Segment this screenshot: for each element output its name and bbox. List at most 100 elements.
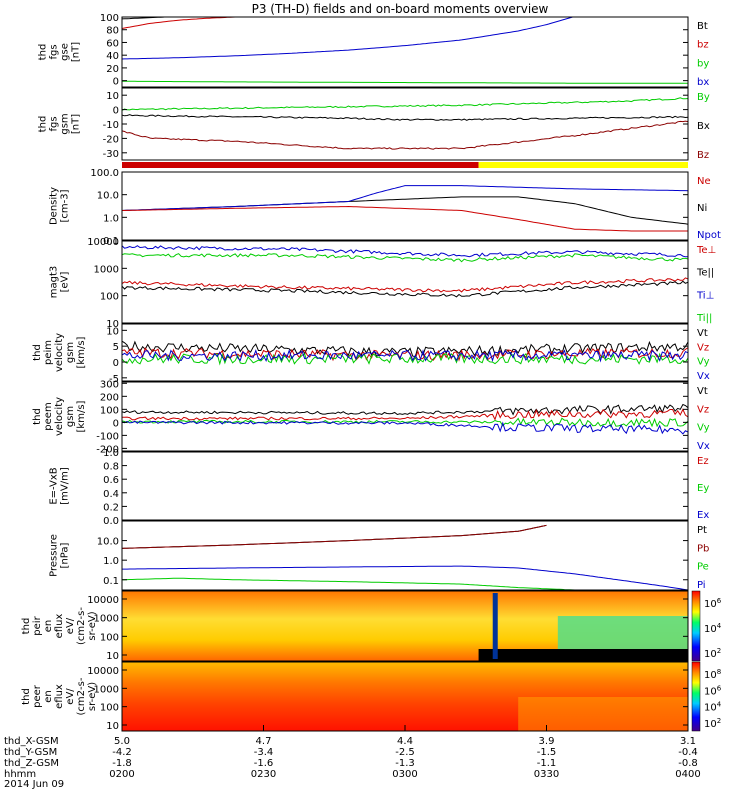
- frame-efield: [121, 451, 689, 521]
- colorbar-label-peer-0: 108: [704, 668, 721, 681]
- legend-density-0: Ne: [697, 176, 711, 187]
- ytick-label-density-2: 1.0: [103, 213, 119, 224]
- legend-peim-0: Vt: [697, 328, 708, 339]
- ylabel-peim-4: [km/s]: [76, 336, 87, 368]
- ylabel-peim-0: thd: [32, 344, 43, 361]
- plot-area-peer: [122, 662, 688, 731]
- ytick-label-peim-2: 0: [113, 358, 119, 369]
- ylabel-peer-6: sr-eV): [87, 682, 98, 711]
- ytick-label-peim-0: 10: [106, 326, 119, 337]
- panel-peim: thd peim velocity gsm [km/s] 10 5 0 -5 Vt Vz Vy Vx: [32, 323, 710, 385]
- xtick-label-3-2: -1.1: [537, 758, 557, 769]
- ytick-label-peir-2: 100: [100, 632, 119, 643]
- xtick-label-4-1: -0.4: [678, 747, 698, 758]
- series-density-Ni: [122, 196, 688, 225]
- series-peem-Vt: [122, 403, 688, 416]
- frame-peir: [121, 590, 689, 662]
- legend-temp-2: Ti⊥: [696, 290, 714, 301]
- ylabel-peir-3: eflux: [54, 614, 65, 639]
- ytick-label-peer-3: 10: [106, 721, 119, 732]
- series-pressure-Pi: [122, 565, 688, 590]
- frame-density: [121, 171, 689, 241]
- xaxis-row-label-1: thd_Y-GSM: [4, 747, 57, 758]
- xaxis-row-label-2: thd_Z-GSM: [4, 758, 59, 769]
- ylabel-peir-2: en: [43, 620, 54, 633]
- xtick-label-0-0: 5.0: [114, 736, 130, 747]
- series-fgs-gsm-By: [122, 97, 688, 111]
- ylabel-density-1: [cm-3]: [60, 189, 71, 222]
- colorbar-label-peer-2: 104: [704, 701, 722, 714]
- legend-peem-1: Vz: [697, 404, 709, 415]
- ylabel-temp-0: magt3: [49, 266, 60, 299]
- xtick-label-4-2: -0.8: [678, 758, 698, 769]
- legend-peim-3: Vx: [697, 371, 710, 382]
- legend-peem-3: Vx: [697, 441, 710, 452]
- ytick-label-peer-0: 10000: [87, 666, 119, 677]
- xaxis-row-label-0: thd_X-GSM: [4, 736, 59, 747]
- legend-density-1: Ni: [697, 203, 707, 214]
- ylabel-peer-0: thd: [21, 688, 32, 705]
- ytick-label-pressure-2: 0.1: [103, 576, 119, 587]
- ylabel-fgs-gse-1: fgs: [49, 44, 60, 59]
- ytick-label-peir-3: 10: [106, 651, 119, 662]
- series-peim-Vx: [122, 349, 688, 363]
- panel-peir: thd peir en eflux eV/(cm2-s-sr-eV) 106 104 102 1…: [21, 590, 722, 662]
- xtick-label-2-1: -2.5: [395, 747, 415, 758]
- xtick-label-0-3: 0200: [109, 769, 134, 780]
- panel-pressure: Pressure [nPa] 10.0 1.0 0.1 Pt Pb Pe Pi: [49, 520, 709, 591]
- spectrogram-gap: [478, 649, 688, 661]
- ytick-label-temp-1: 1000: [94, 264, 119, 275]
- xtick-label-3-0: 3.9: [539, 736, 555, 747]
- ytick-label-peim-1: 5: [113, 342, 119, 353]
- ylabel-fgs-gsm-3: [nT]: [71, 114, 82, 134]
- ytick-label-efield-3: 0.4: [103, 489, 119, 500]
- panel-efield: E=-VxB [mV/m] 1.0 0.8 0.6 0.4 0.2 0.0 Ez Ey Ex: [49, 448, 710, 527]
- legend-pressure-1: Pb: [697, 543, 709, 554]
- mode-bar-0: [122, 162, 479, 168]
- ytick-label-efield-0: 1.0: [103, 448, 119, 459]
- ylabel-pressure-1: [nPa]: [60, 542, 71, 568]
- xtick-label-4-3: 0400: [675, 769, 700, 780]
- ytick-label-efield-4: 0.2: [103, 502, 119, 513]
- panel-fgs-gsm: thd fgs gsm [nT] 10 0 -10 -20 -30 By Bx Bz: [38, 87, 710, 161]
- ylabel-peim-1: peim: [43, 340, 54, 365]
- ylabel-fgs-gse-3: [nT]: [71, 42, 82, 62]
- ytick-label-temp-0: 10000: [87, 237, 119, 248]
- xtick-label-1-0: 4.7: [256, 736, 272, 747]
- xtick-label-3-1: -1.5: [537, 747, 557, 758]
- frame-fgs-gse: [121, 16, 689, 88]
- ytick-label-peem-1: 200: [100, 392, 119, 403]
- ytick-label-peer-1: 1000: [94, 684, 119, 695]
- ylabel-peir-1: peir: [32, 615, 43, 635]
- series-fgs-gse-bz: [122, 17, 251, 29]
- series-temp-Ti⊥: [122, 245, 688, 258]
- xtick-label-0-1: -4.2: [112, 747, 132, 758]
- series-fgs-gsm-Bx: [122, 114, 688, 121]
- panel-peer: thd peer en eflux eV/(cm2-s-sr-eV) 108 106 104 1…: [21, 661, 722, 732]
- ytick-label-pressure-0: 10.0: [97, 537, 119, 548]
- legend-peem-0: Vt: [697, 386, 708, 397]
- colorbar-label-peer-1: 106: [704, 684, 722, 697]
- ylabel-peim-2: velocity: [54, 333, 65, 372]
- panel-temp: magt3 [eV] 10000 1000 100 10 Te⊥ Te|| Ti⊥ Ti||: [49, 237, 717, 330]
- xtick-label-2-3: 0300: [392, 769, 417, 780]
- ytick-label-peem-5: -200: [96, 444, 119, 455]
- colorbar-peer: [691, 661, 701, 732]
- xtick-label-2-0: 4.4: [397, 736, 413, 747]
- ytick-label-fgs-gsm-1: 0: [113, 106, 119, 117]
- ytick-label-peim-3: -5: [109, 374, 119, 385]
- legend-pressure-3: Pi: [697, 580, 706, 591]
- ylabel-peir-4: eV/: [65, 617, 76, 634]
- ytick-label-fgs-gse-0: 100: [100, 13, 119, 24]
- colorbar-peir: [691, 590, 701, 662]
- frame-fgs-gsm: [121, 87, 689, 161]
- plot-area-pressure: [122, 524, 688, 590]
- ylabel-peir-6: sr-eV): [87, 611, 98, 640]
- legend-fgs-gse-0: Bt: [697, 21, 708, 32]
- ytick-label-fgs-gsm-3: -20: [103, 134, 119, 145]
- ylabel-peer-1: peer: [32, 684, 43, 708]
- ytick-label-fgs-gse-4: 20: [106, 64, 119, 75]
